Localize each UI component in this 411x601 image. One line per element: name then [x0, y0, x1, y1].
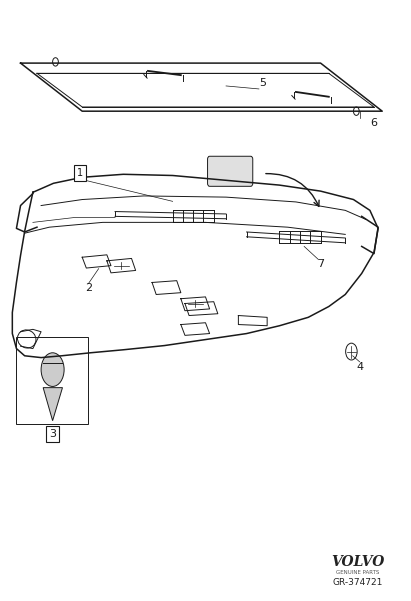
- Text: GENUINE PARTS: GENUINE PARTS: [336, 570, 379, 575]
- Text: 1: 1: [77, 168, 83, 178]
- Text: 6: 6: [370, 118, 378, 128]
- FancyBboxPatch shape: [208, 156, 253, 186]
- Text: 2: 2: [85, 284, 92, 293]
- Text: 5: 5: [259, 78, 267, 88]
- Polygon shape: [43, 388, 62, 421]
- Circle shape: [41, 353, 64, 386]
- Text: GR-374721: GR-374721: [332, 579, 383, 587]
- Text: VOLVO: VOLVO: [331, 555, 384, 569]
- Text: 7: 7: [317, 260, 324, 269]
- Text: 4: 4: [356, 362, 363, 371]
- Bar: [16, 337, 88, 424]
- Text: 3: 3: [49, 429, 56, 439]
